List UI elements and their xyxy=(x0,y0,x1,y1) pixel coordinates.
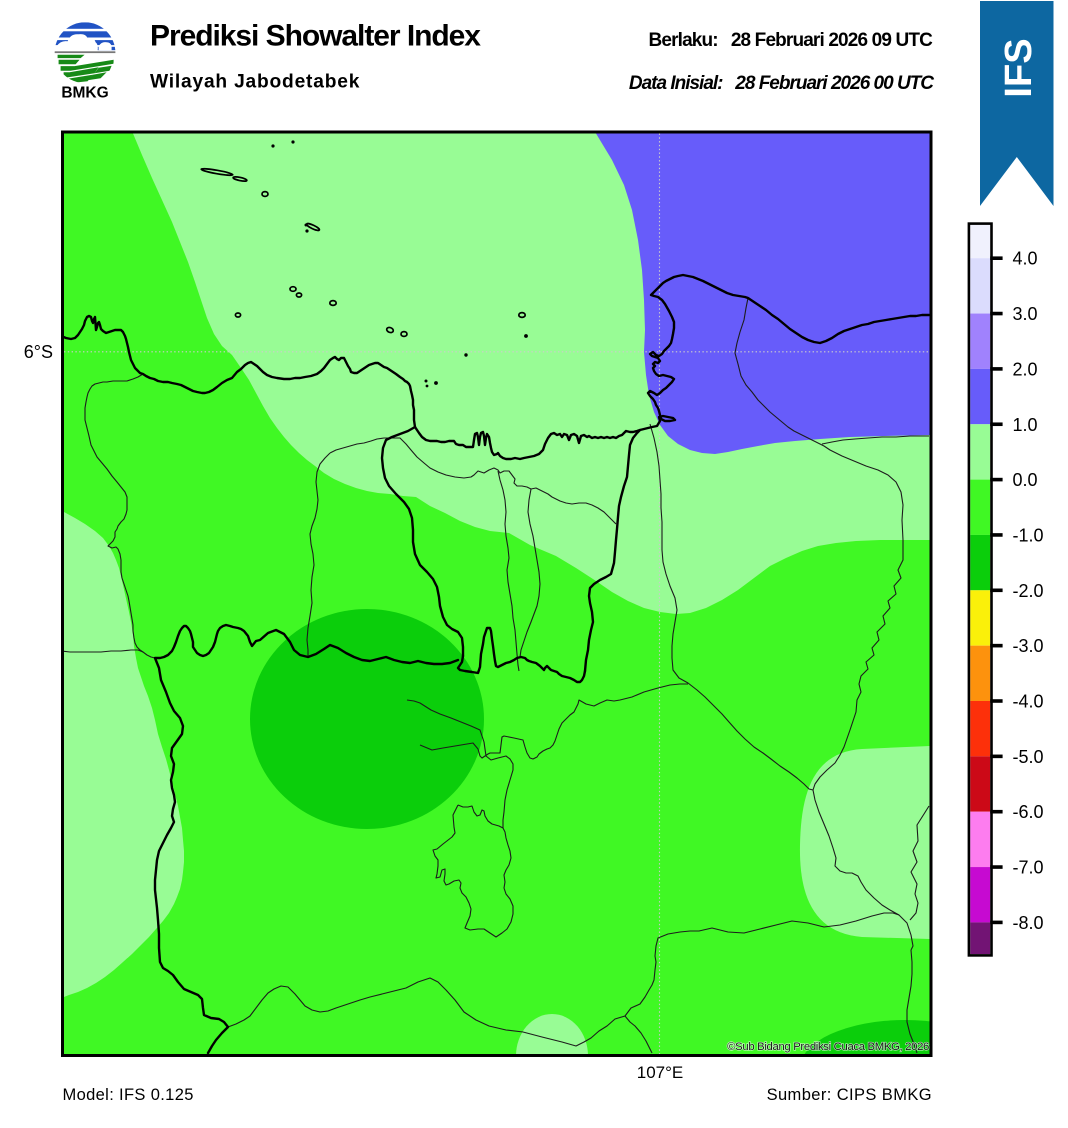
svg-text:-1.0: -1.0 xyxy=(1013,525,1044,545)
svg-text:©Sub Bidang Prediksi Cuaca BMK: ©Sub Bidang Prediksi Cuaca BMKG, 2026 xyxy=(727,1041,929,1053)
svg-text:0.0: 0.0 xyxy=(1013,470,1038,490)
svg-text:6°S: 6°S xyxy=(24,342,53,362)
svg-text:-3.0: -3.0 xyxy=(1013,636,1044,656)
svg-text:-2.0: -2.0 xyxy=(1013,581,1044,601)
svg-text:4.0: 4.0 xyxy=(1013,249,1038,269)
svg-text:Prediksi Showalter Index: Prediksi Showalter Index xyxy=(150,19,481,52)
svg-text:-8.0: -8.0 xyxy=(1013,913,1044,933)
svg-text:BMKG: BMKG xyxy=(61,85,108,102)
svg-text:Wilayah Jabodetabek: Wilayah Jabodetabek xyxy=(150,71,360,92)
svg-text:2.0: 2.0 xyxy=(1013,359,1038,379)
svg-text:Sumber: CIPS BMKG: Sumber: CIPS BMKG xyxy=(767,1086,932,1104)
svg-text:Berlaku: 28 Februari 2026 09: Berlaku: 28 Februari 2026 09 UTC xyxy=(649,30,934,51)
svg-text:-7.0: -7.0 xyxy=(1013,858,1044,878)
svg-text:3.0: 3.0 xyxy=(1013,304,1038,324)
svg-text:-5.0: -5.0 xyxy=(1013,747,1044,767)
svg-text:Model: IFS 0.125: Model: IFS 0.125 xyxy=(63,1086,194,1104)
svg-text:Data Inisial: 28 Februari 202: Data Inisial: 28 Februari 2026 00 UTC xyxy=(629,73,934,94)
svg-text:-6.0: -6.0 xyxy=(1013,802,1044,822)
svg-text:107°E: 107°E xyxy=(637,1063,684,1082)
svg-text:IFS: IFS xyxy=(998,38,1040,97)
svg-text:-4.0: -4.0 xyxy=(1013,692,1044,712)
svg-text:1.0: 1.0 xyxy=(1013,415,1038,435)
